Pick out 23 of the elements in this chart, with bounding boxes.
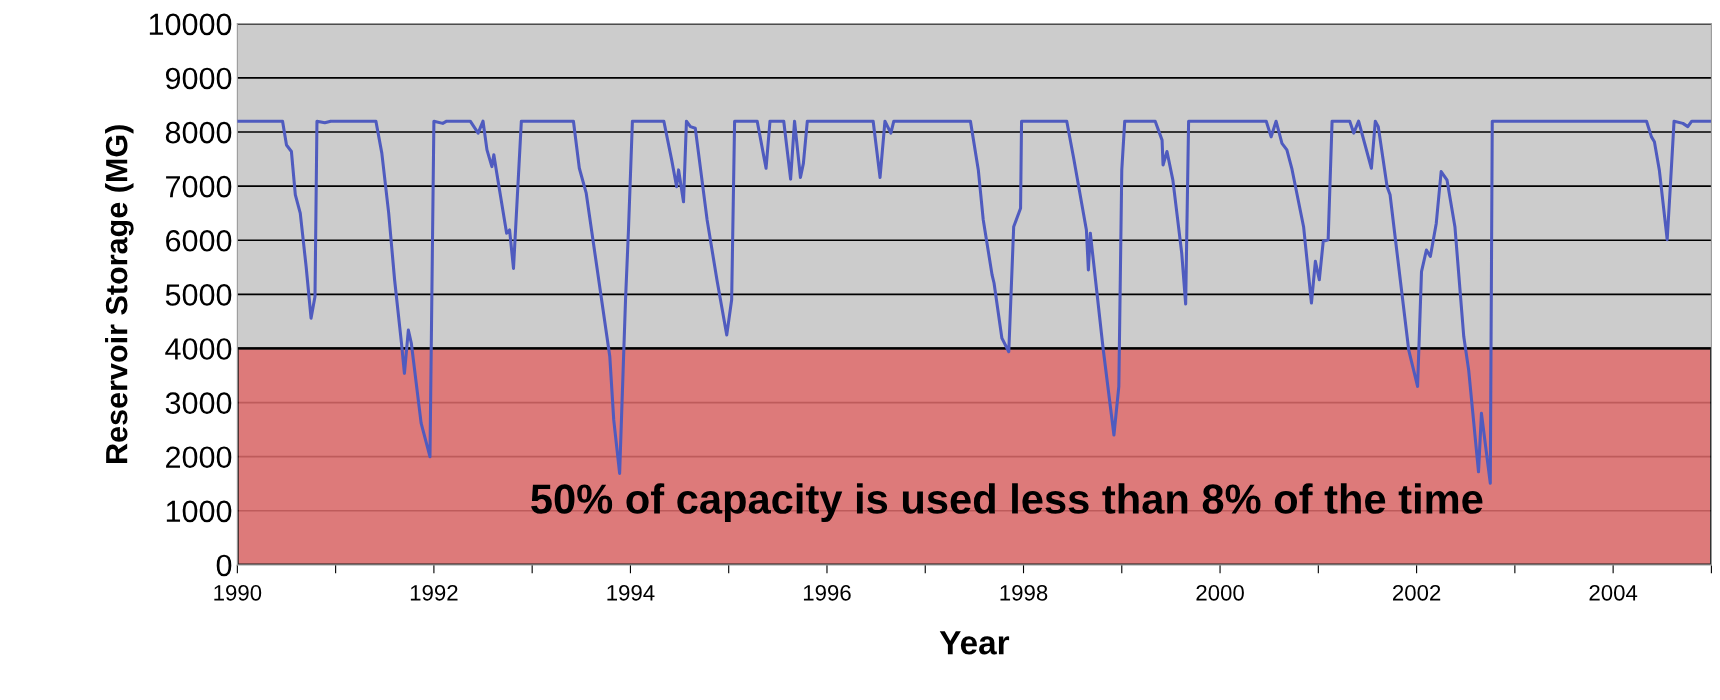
y-tick-label: 0 (216, 554, 232, 577)
x-tick-label: 1996 (803, 584, 851, 601)
line-series (237, 119, 1711, 485)
x-tick-label: 1994 (607, 584, 655, 601)
x-tick-label: 1998 (1000, 584, 1048, 601)
x-tick-label: 2000 (1196, 584, 1244, 601)
y-tick-label: 6000 (166, 229, 232, 252)
y-tick-label: 7000 (166, 175, 232, 198)
y-axis-title: Reservoir Storage (MG) (105, 125, 134, 463)
annotation: 50% of capacity is used less than 8% of the time (531, 483, 1483, 523)
x-tick-label: 1992 (410, 584, 458, 601)
y-tick-label: 1000 (166, 500, 232, 523)
x-tick-label: 1990 (214, 584, 262, 601)
y-tick-label: 9000 (165, 67, 232, 90)
y-tick-label: 3000 (165, 392, 232, 414)
y-tick-label: 10000 (149, 13, 232, 36)
y-tick-label: 8000 (165, 121, 232, 144)
y-tick-label: 2000 (166, 446, 232, 469)
x-axis-title: Year (939, 631, 1010, 655)
x-tick-label: 2004 (1589, 584, 1638, 601)
y-tick-label: 4000 (165, 338, 232, 360)
x-tick-label: 2002 (1392, 584, 1441, 601)
y-tick-label: 5000 (165, 284, 232, 306)
